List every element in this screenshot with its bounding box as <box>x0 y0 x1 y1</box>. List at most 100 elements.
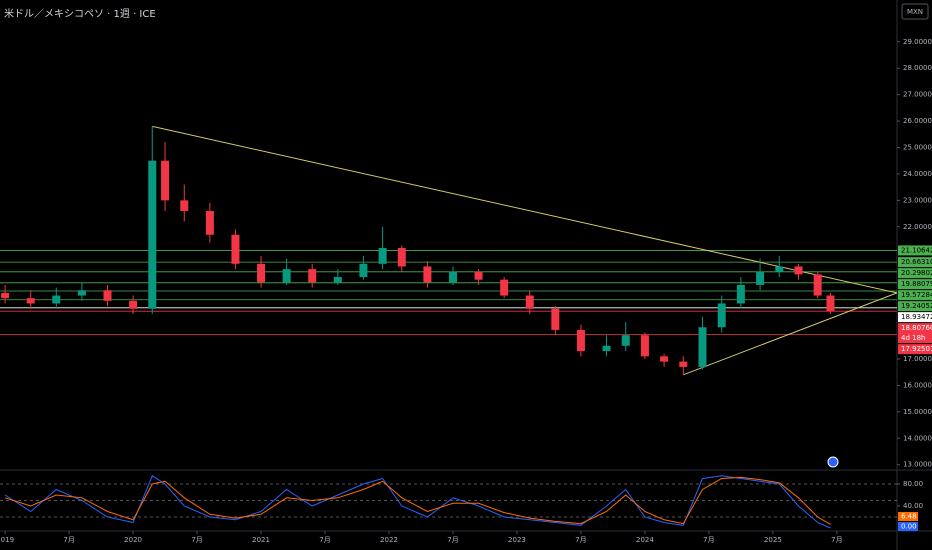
x-tick-label: 2020 <box>124 536 142 544</box>
candle-body <box>257 263 266 283</box>
osc-value-label: 6.48 <box>901 513 917 521</box>
level-label: 19.24052 <box>901 302 932 310</box>
osc-value-box <box>898 522 918 531</box>
candle-body <box>660 356 669 362</box>
level-label-box <box>898 301 932 312</box>
candle-body <box>640 335 649 357</box>
event-icon[interactable] <box>827 456 839 468</box>
chart-title: 米ドル／メキシコペソ · 1週 · ICE <box>4 7 156 20</box>
candle-body <box>679 361 688 367</box>
level-label: 20.66310 <box>901 258 932 266</box>
osc-tick-label: 40.00 <box>903 502 923 510</box>
x-tick-label: 7月 <box>191 536 202 544</box>
level-label: 18.80760 <box>901 324 932 332</box>
candle-body <box>359 263 368 278</box>
candle-body <box>602 345 611 352</box>
x-tick-label: 7月 <box>575 536 586 544</box>
candle-body <box>161 160 170 201</box>
level-label-box <box>898 279 932 290</box>
level-label-box <box>898 323 932 344</box>
level-label: 21.10642 <box>901 246 932 254</box>
x-tick-label: 2019 <box>0 536 14 544</box>
osc-line <box>4 476 831 525</box>
osc-value-box <box>898 512 918 521</box>
candle-body <box>813 274 822 296</box>
candle-body <box>378 247 387 264</box>
candle-body <box>308 269 317 283</box>
candle-body <box>1 292 10 299</box>
x-tick-label: 2024 <box>636 536 654 544</box>
x-tick-label: 7月 <box>63 536 74 544</box>
x-tick-label: 7月 <box>703 536 714 544</box>
level-label: 19.88079 <box>901 280 932 288</box>
candle-body <box>621 335 630 346</box>
x-tick-label: 7月 <box>319 536 330 544</box>
countdown: 4d 18h <box>901 334 925 342</box>
x-tick-label: 7月 <box>447 536 458 544</box>
candle-body <box>148 160 157 309</box>
candle-body <box>231 234 240 264</box>
trendline <box>152 125 898 294</box>
candle-body <box>282 269 291 283</box>
trendline <box>683 292 898 376</box>
level-label: 20.29802 <box>901 269 932 277</box>
candle-body <box>180 200 189 211</box>
candle-body <box>77 290 86 296</box>
level-label: 19.57284 <box>901 291 932 299</box>
level-label-box <box>898 257 932 268</box>
currency[interactable]: MXN <box>907 8 923 16</box>
candle-body <box>736 284 745 304</box>
x-tick-label: 2025 <box>764 536 782 544</box>
x-tick-label: 2022 <box>380 536 398 544</box>
candle-body <box>397 247 406 267</box>
currency-box[interactable] <box>901 3 929 20</box>
level-label-box <box>898 312 932 323</box>
candle-body <box>576 329 585 352</box>
candle-body <box>205 210 214 235</box>
candle-body <box>103 290 112 301</box>
candle-body <box>129 300 138 309</box>
candle-body <box>525 295 534 309</box>
candle-body <box>756 271 765 285</box>
candle-body <box>551 308 560 330</box>
candle-body <box>333 277 342 283</box>
level-label-box <box>898 268 932 279</box>
level-label-box <box>898 290 932 301</box>
x-tick-label: 7月 <box>831 536 842 544</box>
level-label-box <box>898 344 932 355</box>
candle-body <box>500 279 509 296</box>
candle-body <box>775 266 784 272</box>
level-label: 18.93472 <box>901 313 932 321</box>
candle-body <box>448 271 457 283</box>
candle-body <box>474 271 483 280</box>
candle-body <box>826 295 835 312</box>
level-label-box <box>898 245 932 256</box>
x-tick-label: 2023 <box>508 536 526 544</box>
candle-body <box>423 266 432 283</box>
candle-body <box>717 303 726 328</box>
candle-body <box>52 295 61 304</box>
candle-body <box>26 298 35 304</box>
x-tick-label: 2021 <box>252 536 270 544</box>
osc-tick-label: 80.00 <box>903 480 923 488</box>
osc-value-label: 0.00 <box>901 523 917 531</box>
level-label: 17.92501 <box>901 345 932 353</box>
candle-body <box>698 327 707 367</box>
candle-body <box>794 266 803 275</box>
